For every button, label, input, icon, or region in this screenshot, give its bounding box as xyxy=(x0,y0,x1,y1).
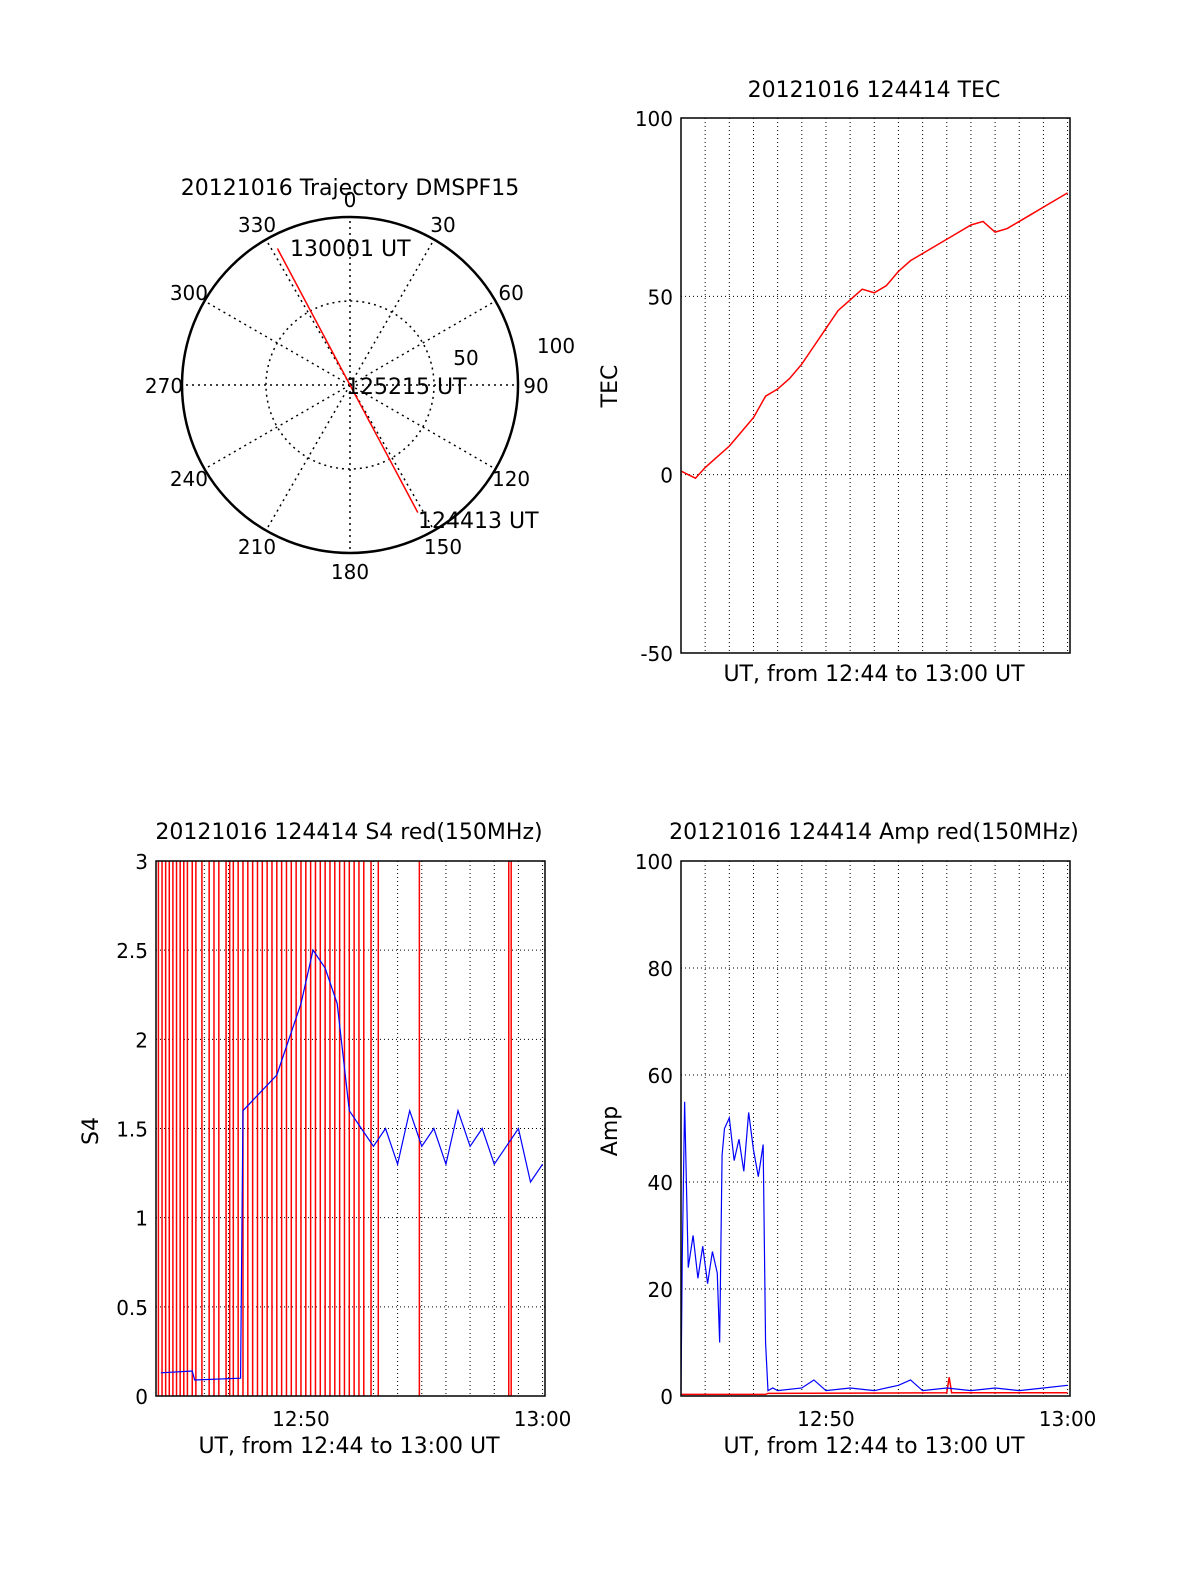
amp-panel: 20121016 124414 Amp red(150MHz) 0 20 40 60 8… xyxy=(598,820,1096,1459)
trajectory-title: 20121016 Trajectory DMSPF15 xyxy=(181,176,519,201)
amp-ytick-label-20: 20 xyxy=(648,1278,673,1302)
trajectory-track-segment-2 xyxy=(349,384,419,513)
amp-ytick-label-100: 100 xyxy=(635,850,673,874)
amp-ytick-label-0: 0 xyxy=(660,1385,673,1409)
polar-spoke-240 xyxy=(204,384,351,470)
tec-y-ticks: -50 0 50 100 xyxy=(635,107,673,666)
tec-ytick-label-50: 50 xyxy=(648,285,673,309)
polar-spoke-60 xyxy=(349,300,496,386)
s4-panel: 20121016 124414 S4 red(150MHz) 0 0.5 1 1.5 2… xyxy=(79,820,571,1459)
polar-angle-label-300: 300 xyxy=(170,281,208,305)
polar-spoke-30 xyxy=(349,239,435,386)
polar-spoke-330 xyxy=(265,239,351,386)
s4-ytick-label-3: 3 xyxy=(135,850,148,874)
s4-ytick-label-0.5: 0.5 xyxy=(116,1296,148,1320)
s4-plot-frame xyxy=(155,860,546,1397)
polar-radius-label-100: 100 xyxy=(537,334,575,358)
polar-spoke-120 xyxy=(349,384,496,470)
tec-title: 20121016 124414 TEC xyxy=(748,78,1001,103)
amp-x-label: UT, from 12:44 to 13:00 UT xyxy=(723,1434,1025,1459)
amp-title: 20121016 124414 Amp red(150MHz) xyxy=(669,820,1079,845)
amp-plot-frame xyxy=(680,860,1071,1397)
s4-blue-series-line xyxy=(160,948,544,1381)
polar-outer-circle xyxy=(180,215,520,555)
polar-angle-label-150: 150 xyxy=(424,535,462,559)
s4-y-label: S4 xyxy=(79,1117,104,1145)
polar-angle-label-30: 30 xyxy=(430,213,455,237)
tec-panel: 20121016 124414 TEC -50 0 50 100 UT, from 1… xyxy=(598,78,1071,687)
track-label-end: 130001 UT xyxy=(290,237,411,262)
amp-ytick-label-40: 40 xyxy=(648,1171,673,1195)
amp-red-series-line xyxy=(681,1377,1068,1396)
polar-grid xyxy=(180,215,520,555)
tec-ytick-label--50: -50 xyxy=(640,642,673,666)
polar-angle-label-240: 240 xyxy=(170,467,208,491)
s4-ytick-label-2: 2 xyxy=(135,1028,148,1052)
polar-radius-label-50: 50 xyxy=(453,346,478,370)
tec-x-label: UT, from 12:44 to 13:00 UT xyxy=(723,662,1025,687)
tec-series-line xyxy=(680,192,1068,480)
polar-spoke-210 xyxy=(265,384,351,531)
s4-ytick-label-1.5: 1.5 xyxy=(116,1118,148,1142)
amp-xtick-label-13:00: 13:00 xyxy=(1039,1407,1097,1431)
polar-angle-label-180: 180 xyxy=(331,560,369,584)
polar-angle-label-210: 210 xyxy=(238,535,276,559)
tec-plot-frame xyxy=(680,117,1071,654)
track-label-start: 124413 UT xyxy=(418,509,539,534)
s4-xtick-label-13:00: 13:00 xyxy=(514,1407,572,1431)
polar-angle-label-0: 0 xyxy=(344,188,357,212)
s4-ytick-label-0: 0 xyxy=(135,1385,148,1409)
amp-ytick-label-60: 60 xyxy=(648,1064,673,1088)
tec-y-label: TEC xyxy=(598,365,623,409)
amp-axis-ticks: 0 20 40 60 80 100 12:50 13:00 xyxy=(635,850,1097,1431)
polar-angle-label-60: 60 xyxy=(498,281,523,305)
polar-spoke-300 xyxy=(204,300,351,386)
polar-angle-label-330: 330 xyxy=(238,213,276,237)
polar-angle-label-270: 270 xyxy=(145,374,183,398)
s4-xtick-label-12:50: 12:50 xyxy=(272,1407,330,1431)
s4-axis-ticks: 0 0.5 1 1.5 2 2.5 3 12:50 13:00 xyxy=(116,850,571,1431)
tec-ytick-label-0: 0 xyxy=(660,464,673,488)
polar-angle-label-90: 90 xyxy=(523,374,548,398)
s4-title: 20121016 124414 S4 red(150MHz) xyxy=(155,820,542,845)
s4-ytick-label-2.5: 2.5 xyxy=(116,939,148,963)
amp-y-label: Amp xyxy=(598,1106,623,1156)
polar-angle-labels: 0 30 60 90 120 150 180 210 240 270 300 330 xyxy=(145,188,549,584)
s4-x-label: UT, from 12:44 to 13:00 UT xyxy=(198,1434,500,1459)
amp-xtick-label-12:50: 12:50 xyxy=(797,1407,855,1431)
tec-ytick-label-100: 100 xyxy=(635,107,673,131)
polar-angle-label-120: 120 xyxy=(492,467,530,491)
amp-ytick-label-80: 80 xyxy=(648,957,673,981)
polar-spoke-150 xyxy=(349,384,435,531)
s4-ytick-label-1: 1 xyxy=(135,1207,148,1231)
trajectory-track-segment-1 xyxy=(276,248,351,386)
amp-blue-series-line xyxy=(680,1101,1068,1392)
trajectory-panel: 20121016 Trajectory DMSPF15 0 30 60 90 120 15… xyxy=(145,176,575,584)
track-label-mid: 125215 UT xyxy=(346,375,467,400)
